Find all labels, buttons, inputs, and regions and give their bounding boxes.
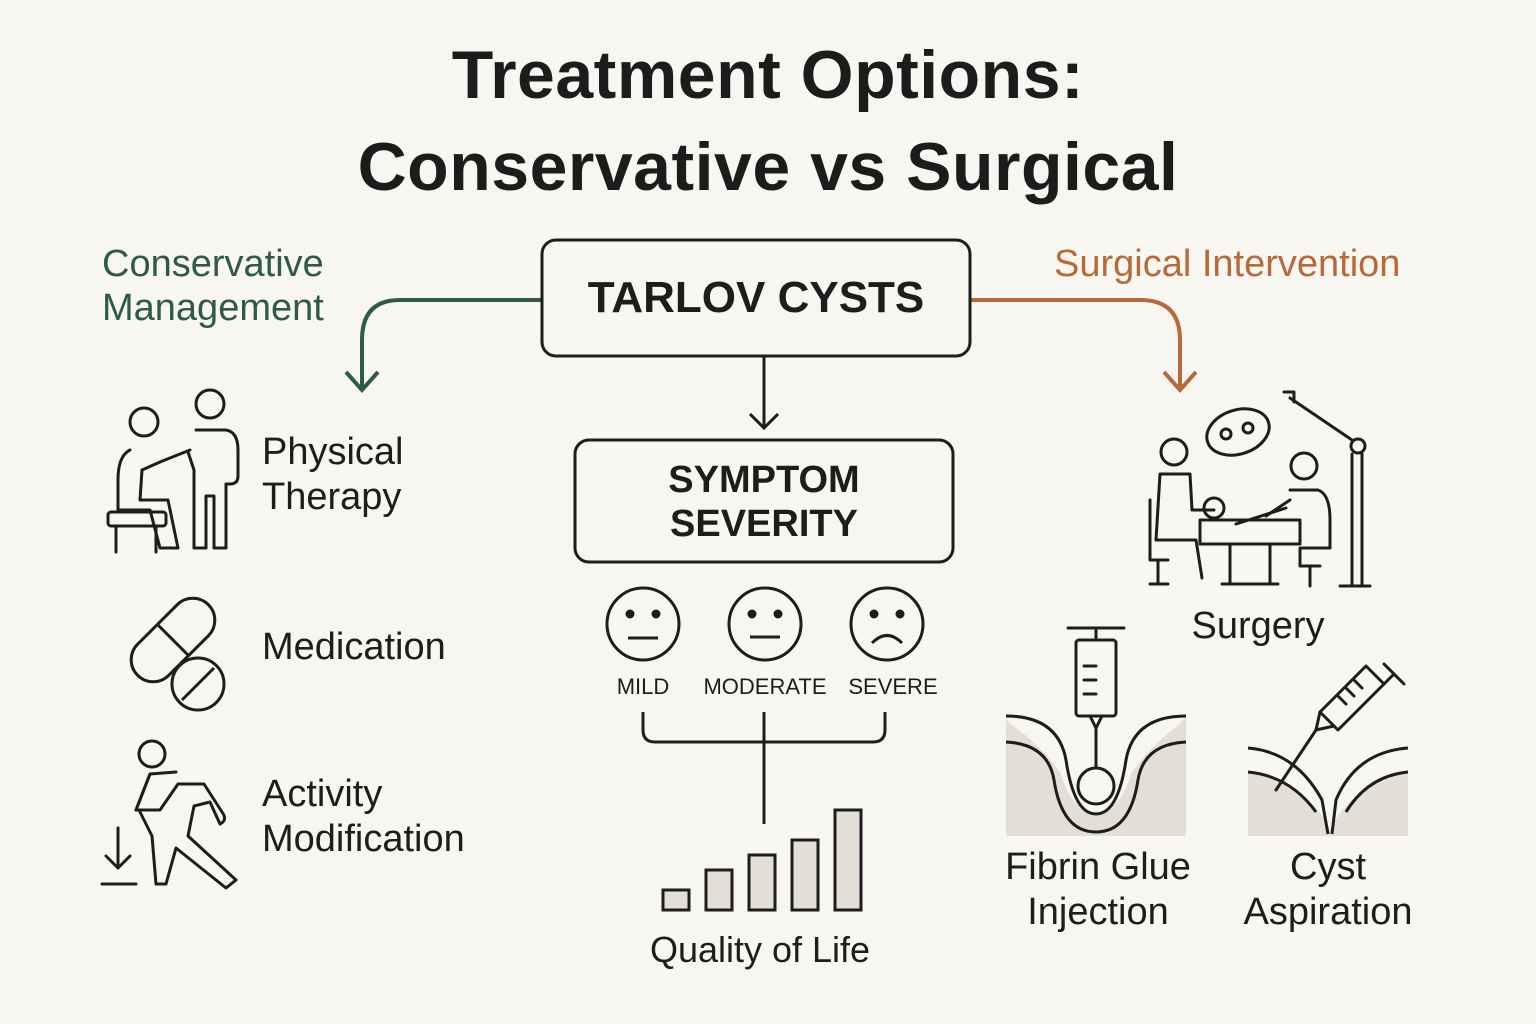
surgical-heading: Surgical Intervention	[1054, 243, 1401, 285]
symptom-severity-line2: SEVERITY	[670, 503, 858, 545]
physical-therapy-label: Physical Therapy	[262, 430, 404, 520]
cyst-aspiration-label: Cyst Aspiration	[1228, 845, 1428, 935]
surgical-arrow	[970, 298, 1182, 388]
mild-face-icon	[605, 586, 681, 662]
moderate-face-icon	[727, 586, 803, 662]
activity-modification-label: Activity Modification	[262, 772, 465, 862]
title-line-1: Treatment Options:	[451, 37, 1085, 113]
cyst-aspiration-line2: Aspiration	[1243, 891, 1413, 933]
quality-of-life-bar-1	[661, 888, 691, 912]
conservative-heading-line2: Management	[102, 287, 324, 329]
walking-person-icon	[100, 739, 238, 890]
title-line-2: Conservative vs Surgical	[357, 129, 1179, 205]
severe-face-icon	[849, 586, 925, 662]
physical-therapy-icon	[106, 388, 240, 554]
fibrin-glue-injection-icon	[1005, 626, 1187, 836]
tarlov-cysts-label: TARLOV CYSTS	[587, 273, 925, 322]
severity-moderate-label: MODERATE	[703, 674, 827, 699]
severity-severe-label: SEVERE	[848, 674, 938, 699]
fibrin-glue-line1: Fibrin Glue	[1005, 846, 1191, 888]
conservative-arrow-head	[344, 370, 380, 394]
cyst-aspiration-icon	[1247, 662, 1409, 836]
fibrin-glue-line2: Injection	[1027, 891, 1169, 933]
conservative-heading: Conservative Management	[102, 242, 324, 330]
activity-modification-line1: Activity	[262, 773, 383, 815]
quality-of-life-bars	[661, 808, 863, 912]
fibrin-glue-injection-label: Fibrin Glue Injection	[986, 845, 1210, 935]
tarlov-cysts-box	[540, 238, 972, 358]
quality-of-life-label: Quality of Life	[649, 929, 871, 970]
severity-bracket	[641, 712, 887, 824]
pill-icon	[129, 596, 226, 712]
symptom-severity-box	[573, 438, 955, 564]
conservative-heading-line1: Conservative	[102, 243, 324, 285]
quality-of-life-bar-2	[704, 868, 734, 912]
surgery-icon	[1148, 390, 1372, 588]
activity-modification-line2: Modification	[262, 818, 465, 860]
surgical-arrow-head	[1162, 370, 1198, 394]
surgery-label: Surgery	[1191, 605, 1325, 647]
symptom-severity-label: SYMPTOM SEVERITY	[575, 458, 953, 546]
quality-of-life-bar-3	[747, 853, 777, 912]
quality-of-life-bar-5	[833, 808, 863, 912]
medication-label: Medication	[262, 626, 446, 668]
down-arrow	[748, 356, 780, 431]
conservative-arrow	[360, 298, 542, 388]
symptom-severity-line1: SYMPTOM	[668, 459, 860, 501]
cyst-aspiration-line1: Cyst	[1290, 846, 1366, 888]
physical-therapy-line1: Physical	[262, 431, 404, 473]
quality-of-life-bar-4	[790, 838, 820, 912]
physical-therapy-line2: Therapy	[262, 476, 402, 518]
severity-mild-label: MILD	[616, 674, 670, 699]
